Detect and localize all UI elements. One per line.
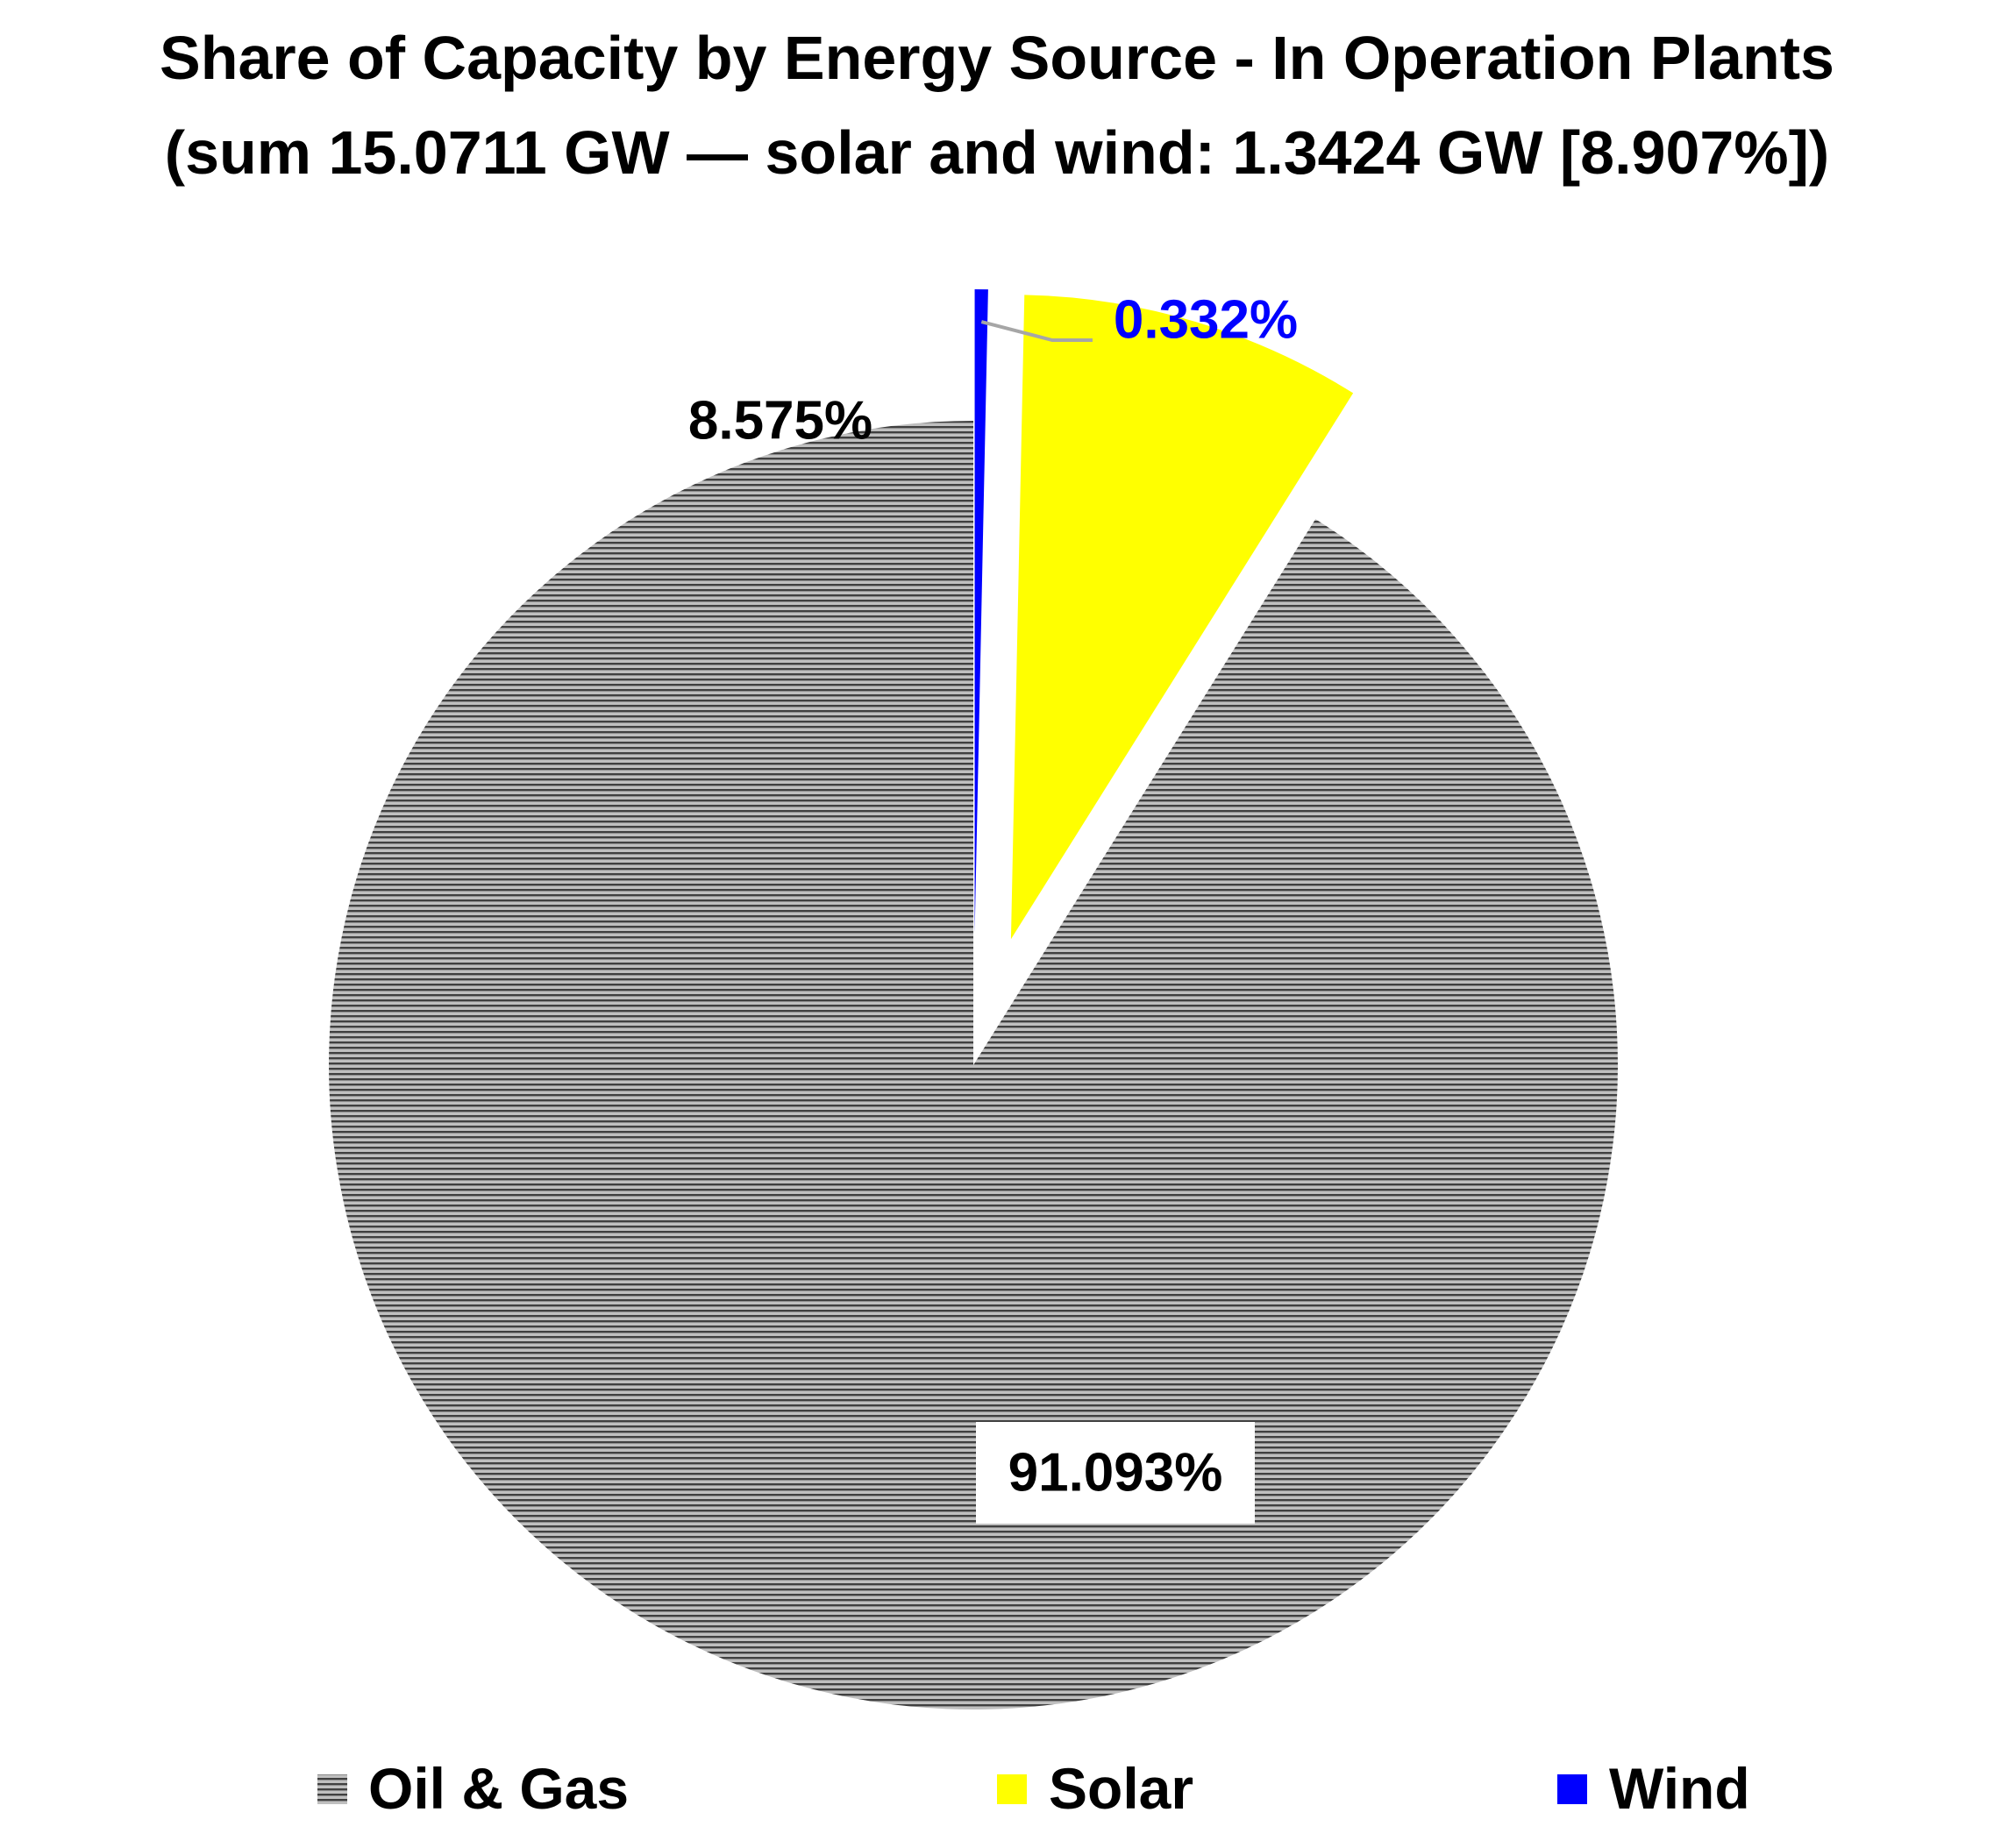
pie-slice-oil-gas xyxy=(328,421,1619,1709)
data-label-wind: 0.332% xyxy=(1114,290,1298,351)
pie-slices xyxy=(328,289,1619,1709)
pie-data-labels: 91.093% 8.575% 0.332% xyxy=(688,290,1298,1524)
chart-title: Share of Capacity by Energy Source - In … xyxy=(160,24,1834,92)
legend-swatch-solar xyxy=(997,1774,1027,1804)
leader-line-wind xyxy=(980,320,1093,342)
legend-label-wind: Wind xyxy=(1609,1756,1750,1821)
legend-swatch-wind xyxy=(1557,1774,1587,1804)
data-label-solar: 8.575% xyxy=(688,391,872,451)
legend-swatch-oil-gas xyxy=(317,1774,347,1804)
data-label-box-oil-gas xyxy=(976,1422,1255,1524)
legend-label-solar: Solar xyxy=(1049,1756,1193,1821)
data-label-oil-gas: 91.093% xyxy=(1008,1443,1223,1503)
pie-slice-solar xyxy=(1010,295,1354,940)
legend-label-oil-gas: Oil & Gas xyxy=(368,1756,629,1821)
chart-subtitle: (sum 15.0711 GW — solar and wind: 1.3424… xyxy=(165,118,1829,187)
pie-slice-wind xyxy=(974,289,988,935)
chart-legend: Oil & Gas Solar Wind xyxy=(317,1756,1750,1821)
